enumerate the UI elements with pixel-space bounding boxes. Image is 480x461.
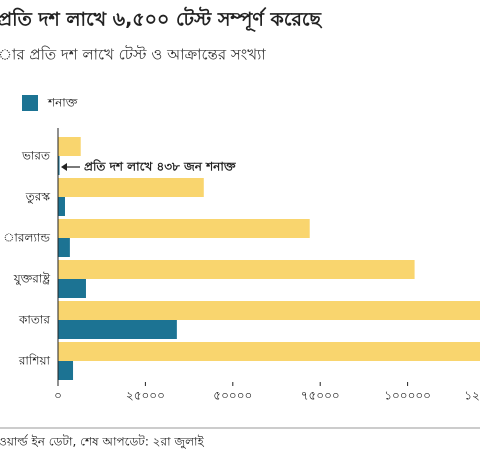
x-tick-label: ৭৫০০০ xyxy=(301,389,340,403)
legend-label: শনাক্ত xyxy=(47,96,78,110)
x-tick-label: ১২ xyxy=(464,389,480,403)
bar xyxy=(58,219,310,238)
y-tick-label: যুক্তরাষ্ট্র xyxy=(13,272,51,287)
legend-swatch xyxy=(22,95,38,111)
y-tick-label: ারল্যান্ড xyxy=(3,231,50,245)
bar xyxy=(58,279,86,298)
bar xyxy=(58,260,415,279)
x-tick-label: ৫০০০০ xyxy=(213,389,252,403)
bar xyxy=(58,301,480,320)
y-tick-label: কাতার xyxy=(18,313,50,327)
source: ওয়ার্ল্ড ইন ডেটা, শেষ আপডেট: ২রা জুলাই xyxy=(0,435,205,450)
bar xyxy=(58,156,60,175)
x-tick-label: ০ xyxy=(54,389,62,403)
chart-title: প্রতি দশ লাখে ৬,৫০০ টেস্ট সম্পূর্ণ করেছে xyxy=(0,7,323,33)
chart-subtitle: ার প্রতি দশ লাখে টেস্ট ও আক্রান্তের সংখ্… xyxy=(0,46,266,64)
x-tick-label: ২৫০০০ xyxy=(126,389,165,403)
bar xyxy=(58,178,204,197)
x-tick-label: ১০০০০০ xyxy=(384,389,431,403)
y-tick-label: রাশিয়া xyxy=(18,354,51,368)
bar xyxy=(58,197,65,216)
y-tick-label: ভারত xyxy=(21,149,51,163)
bar xyxy=(58,320,177,339)
bar xyxy=(58,137,81,156)
annotation-arrowhead xyxy=(61,163,67,171)
bar xyxy=(58,342,480,361)
bar xyxy=(58,361,74,380)
bar xyxy=(58,238,70,257)
y-tick-label: তুরস্ক xyxy=(25,190,51,205)
annotation: প্রতি দশ লাখে ৪৩৮ জন শনাক্ত xyxy=(84,159,237,174)
